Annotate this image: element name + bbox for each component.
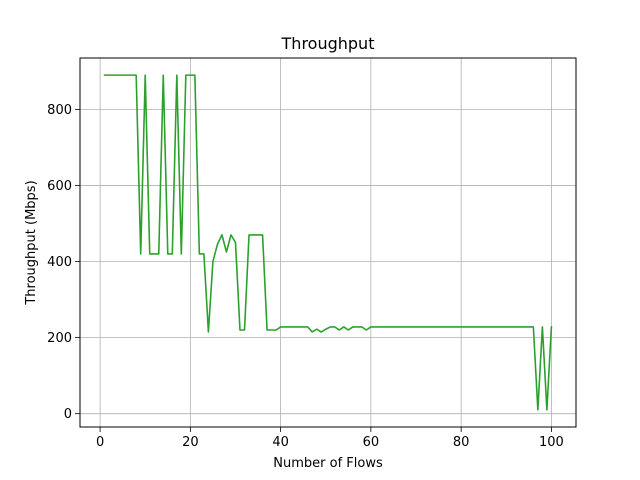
y-axis-label: Throughput (Mbps) — [24, 180, 39, 305]
plot-series-group — [103, 74, 553, 411]
y-tick-label: 0 — [64, 407, 72, 422]
y-tick-label: 600 — [47, 179, 72, 194]
y-tick-label: 800 — [47, 103, 72, 118]
x-tick-label: 60 — [363, 435, 380, 450]
plot-area-frame — [79, 57, 577, 428]
x-axis-ticks: 0 20 40 60 80 100 — [96, 427, 564, 450]
y-tick-label: 200 — [47, 331, 72, 346]
series-line — [103, 74, 553, 411]
y-axis-ticks: 0 200 400 600 800 — [47, 103, 80, 422]
x-tick-label: 100 — [539, 435, 564, 450]
chart-title: Throughput — [281, 34, 375, 53]
x-axis-label: Number of Flows — [273, 456, 383, 471]
x-tick-label: 20 — [182, 435, 199, 450]
x-tick-label: 80 — [453, 435, 470, 450]
x-tick-label: 40 — [272, 435, 289, 450]
y-tick-label: 400 — [47, 255, 72, 270]
x-tick-label: 0 — [96, 435, 104, 450]
